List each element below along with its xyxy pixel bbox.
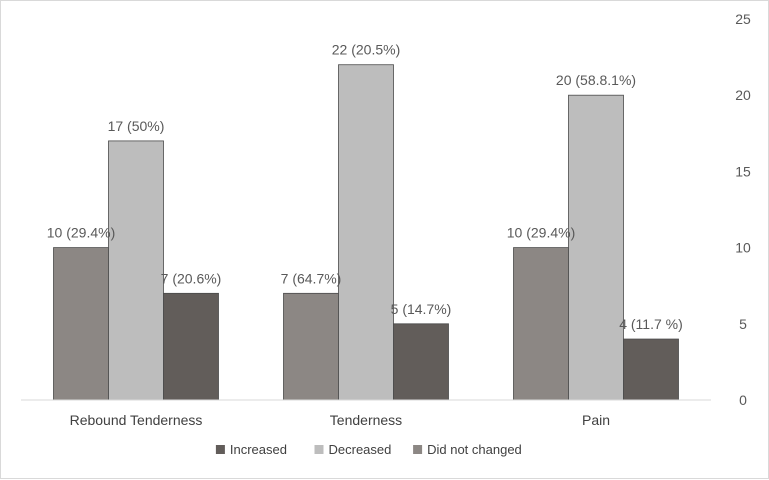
legend: Increased Decreased Did not changed [215, 442, 522, 457]
data-label-1-0: 17 (50%) [108, 118, 165, 134]
category-label-0: Rebound Tenderness [70, 412, 203, 428]
data-labels-group: 10 (29.4%) 17 (50%) 7 (20.6%) 7 (64.7%) 22 (… [47, 42, 683, 332]
category-labels: Rebound Tenderness Tenderness Pain [70, 412, 610, 428]
bar-0-1 [283, 292, 339, 401]
bar-1-1 [338, 64, 394, 401]
bar-1-2 [568, 94, 624, 401]
legend-swatch-2 [413, 445, 423, 454]
y-tick-1: 5 [739, 316, 747, 332]
y-tick-2: 10 [735, 240, 751, 256]
bar-2-1 [393, 323, 449, 401]
data-label-0-2: 10 (29.4%) [507, 225, 575, 241]
data-label-1-2: 20 (58.8.1%) [556, 72, 636, 88]
data-label-1-1: 22 (20.5%) [332, 42, 400, 58]
category-label-2: Pain [582, 412, 610, 428]
data-label-0-1: 7 (64.7%) [281, 270, 342, 286]
bars-group [53, 64, 679, 401]
bar-2-2 [623, 338, 679, 401]
y-tick-3: 15 [735, 163, 751, 179]
bar-1-0 [108, 140, 164, 401]
bar-0-2 [513, 247, 569, 401]
bar-2-0 [163, 292, 219, 401]
legend-label-2: Did not changed [427, 442, 522, 457]
y-tick-0: 0 [739, 392, 747, 408]
data-label-2-0: 7 (20.6%) [161, 270, 222, 286]
data-label-2-2: 4 (11.7 %) [619, 316, 683, 332]
legend-swatch-0 [215, 445, 225, 454]
legend-swatch-1 [314, 445, 324, 454]
y-tick-4: 20 [735, 87, 751, 103]
data-label-0-0: 10 (29.4%) [47, 225, 115, 241]
y-axis-ticks: 0 5 10 15 20 25 [735, 11, 751, 408]
y-tick-5: 25 [735, 11, 751, 27]
legend-label-0: Increased [230, 442, 287, 457]
bar-0-0 [53, 247, 109, 401]
legend-label-1: Decreased [329, 442, 392, 457]
category-label-1: Tenderness [330, 412, 402, 428]
data-label-2-1: 5 (14.7%) [391, 301, 452, 317]
